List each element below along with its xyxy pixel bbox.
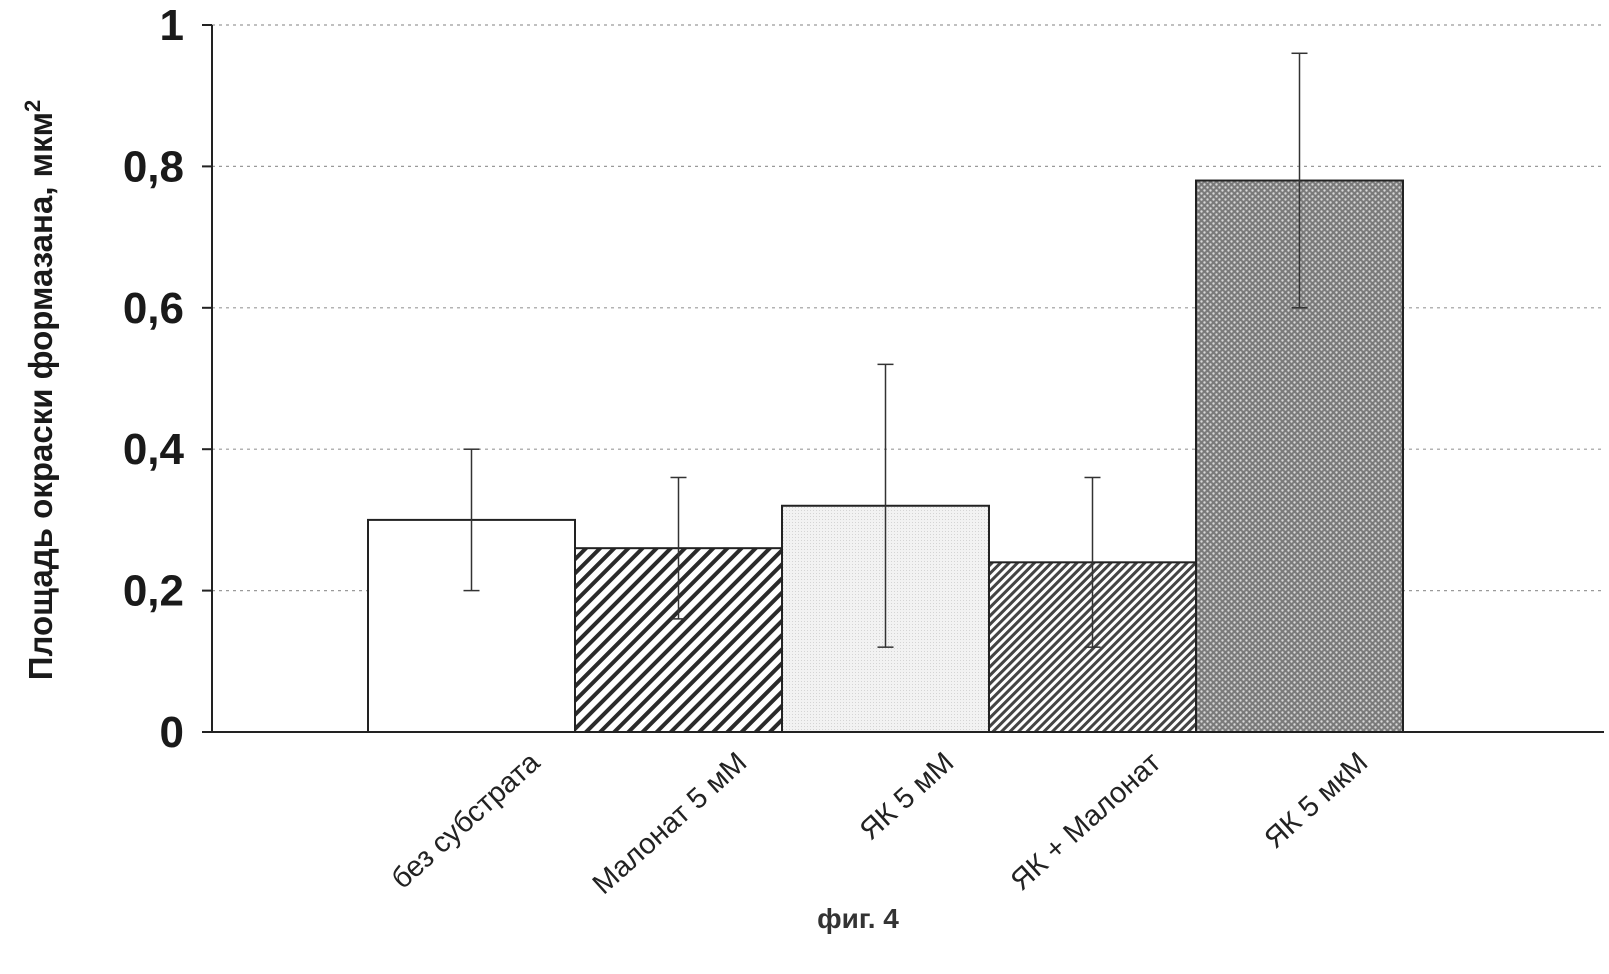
y-tick-label: 0,6 <box>123 284 184 333</box>
x-category-labels: без субстрата Малонат 5 мМ ЯК 5 мМ ЯК + Мал… <box>386 746 1375 901</box>
y-axis-title: Площадь окраски формазана, мкм2 <box>20 100 60 681</box>
bar-chart: 0 0,2 0,4 0,6 0,8 1 без субстрата Малонат 5 мМ… <box>0 0 1609 974</box>
y-tick-label: 0,8 <box>123 142 184 191</box>
y-tick-labels: 0 0,2 0,4 0,6 0,8 1 <box>123 1 212 757</box>
x-category-label: ЯК 5 мкМ <box>1258 746 1374 855</box>
y-tick-label: 0,2 <box>123 567 184 616</box>
y-tick-label: 1 <box>160 1 184 50</box>
x-category-label: ЯК + Малонат <box>1005 746 1167 897</box>
x-category-label: Малонат 5 мМ <box>587 746 753 900</box>
figure-caption: фиг. 4 <box>817 903 899 934</box>
y-tick-label: 0 <box>160 708 184 757</box>
x-category-label: без субстрата <box>386 746 547 896</box>
y-axis-title-superscript: 2 <box>20 100 45 112</box>
y-tick-label: 0,4 <box>123 425 185 474</box>
y-axis-title-text: Площадь окраски формазана, мкм <box>22 112 59 680</box>
x-category-label: ЯК 5 мМ <box>854 746 960 846</box>
